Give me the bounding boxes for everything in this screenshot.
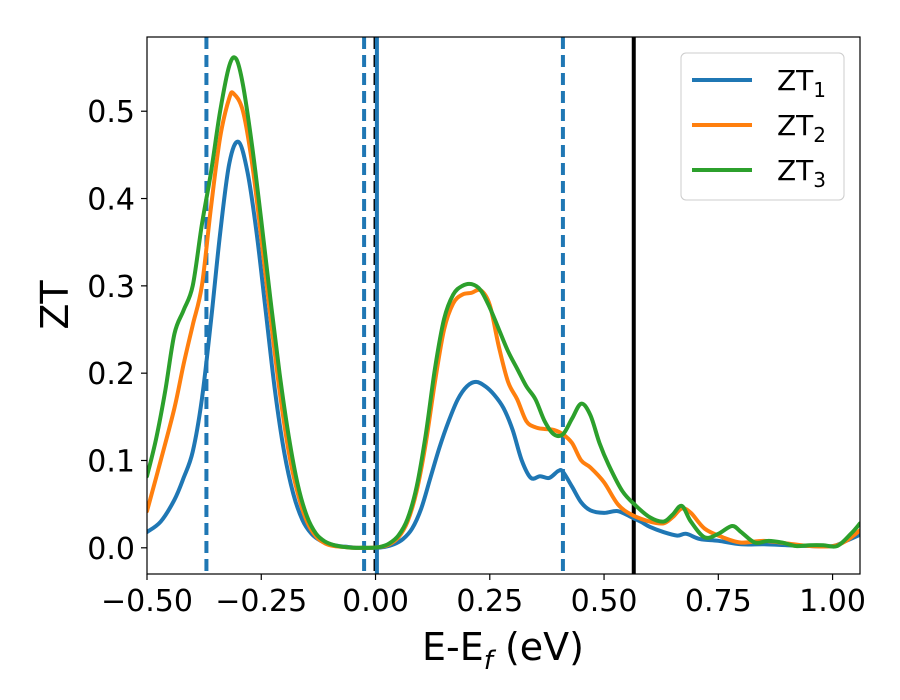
series-line-zt1 <box>147 139 860 550</box>
series-layer <box>147 55 860 550</box>
legend-label-zt2: ZT2 <box>777 109 826 147</box>
x-axis-label: E-Ef (eV) <box>422 625 584 676</box>
x-tick-label: −0.25 <box>215 584 307 619</box>
x-tick-label: 0.25 <box>456 584 523 619</box>
y-tick-label: 0.4 <box>87 183 135 218</box>
vertical-reference-lines <box>204 37 636 574</box>
x-tick-label: 0.75 <box>685 584 752 619</box>
legend-label-zt3: ZT3 <box>777 154 826 192</box>
x-tick-label: −0.50 <box>101 584 193 619</box>
y-axis-ticks: 0.0 0.1 0.2 0.3 0.4 0.5 <box>87 95 147 567</box>
plot-frame <box>146 36 861 575</box>
x-tick-label: 0.50 <box>571 584 638 619</box>
y-axis-label: ZT <box>33 280 77 330</box>
legend-label-zt1: ZT1 <box>777 64 826 102</box>
y-tick-label: 0.3 <box>87 270 135 305</box>
x-tick-label: 0.00 <box>342 584 409 619</box>
legend: ZT1 ZT2 ZT3 <box>680 52 845 201</box>
plot-area <box>146 36 861 575</box>
x-axis-ticks: −0.50 −0.25 0.00 0.25 0.50 0.75 1.00 <box>101 574 866 619</box>
y-tick-label: 0.2 <box>87 357 135 392</box>
y-tick-label: 0.5 <box>87 95 135 130</box>
legend-box <box>680 52 845 201</box>
series-line-zt3 <box>147 55 860 550</box>
y-tick-label: 0.0 <box>87 532 135 567</box>
y-tick-label: 0.1 <box>87 444 135 479</box>
x-tick-label: 1.00 <box>799 584 866 619</box>
